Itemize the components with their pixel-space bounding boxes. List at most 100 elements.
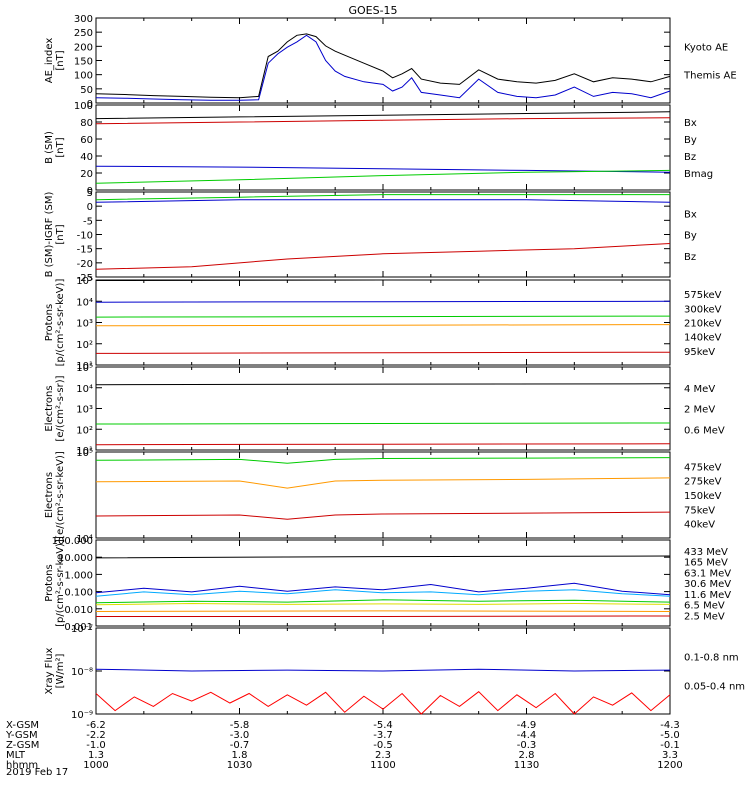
x-axis-value: 1000 [83, 760, 108, 771]
x-axis-value: -4.9 [517, 720, 537, 731]
y-tick-label: 300 [74, 14, 93, 25]
y-axis-label: [W/m²] [55, 653, 66, 688]
y-tick-label: 10⁵ [76, 448, 93, 459]
x-axis-value: -2.2 [86, 730, 106, 741]
series-line-bz [95, 243, 671, 270]
x-axis-value: 1.8 [232, 750, 248, 761]
x-axis-value: -5.0 [660, 730, 680, 741]
y-axis-label: [e/(cm²-s-sr-keV)] [55, 451, 66, 539]
series-line-6-5-mev [95, 582, 671, 596]
legend-entry: 6.5 MeV [684, 601, 725, 612]
y-axis-label: Xray Flux [44, 647, 55, 694]
y-tick-label: 100.000 [52, 536, 93, 547]
y-axis-label: Electrons [44, 385, 55, 431]
legend-entry: 2.5 MeV [684, 611, 725, 622]
y-tick-label: 10² [76, 425, 93, 436]
series-line-210kev [95, 315, 671, 318]
y-axis-label: [nT] [55, 224, 66, 244]
x-axis-value: 1130 [514, 760, 539, 771]
series-line-4-mev [95, 443, 671, 446]
y-tick-label: 10³ [76, 405, 93, 416]
legend-entry: Themis AE [683, 71, 737, 82]
y-axis-label: Electrons [44, 472, 55, 518]
legend-entry: 210keV [684, 319, 722, 330]
panel-frame [95, 366, 671, 451]
y-tick-label: 60 [80, 135, 93, 146]
x-axis-value: -0.7 [230, 740, 250, 751]
y-axis-label: B (SM) [44, 131, 55, 164]
y-tick-label: 200 [74, 42, 93, 53]
legend-entry: 40keV [684, 520, 715, 531]
y-tick-label: 10³ [76, 319, 93, 330]
legend-entry: 0.6 MeV [684, 425, 725, 436]
date-label: 2019 Feb 17 [6, 767, 68, 778]
y-tick-label: 20 [80, 169, 93, 180]
y-tick-label: 250 [74, 28, 93, 39]
legend-entry: Bz [684, 252, 696, 263]
legend-entry: 95keV [684, 347, 715, 358]
panel-frame [95, 539, 671, 627]
series-line-bx [95, 199, 671, 203]
y-tick-label: 0 [87, 202, 93, 213]
panel-6: 0.001 0.010 0.100 1.000 10.000 100.000 Protons… [44, 536, 731, 633]
series-line-2-5-mev [95, 555, 671, 559]
y-tick-label: 40 [80, 152, 93, 163]
x-axis-value: -4.4 [517, 730, 537, 741]
y-tick-label: 5 [87, 188, 93, 199]
series-line-bmag [95, 111, 671, 120]
x-axis-value: -6.2 [86, 720, 106, 731]
y-tick-label: 100 [74, 101, 93, 112]
y-tick-label: 10⁻⁹ [71, 710, 93, 721]
panel-frame [95, 451, 671, 539]
x-axis-value: -0.5 [373, 740, 393, 751]
series-line-2-mev [95, 422, 671, 425]
y-axis-label: B (SM)-IGRF (SM) [44, 192, 55, 278]
legend-entry: Bx [684, 209, 697, 220]
y-tick-label: 0.100 [64, 588, 93, 599]
legend-entry: 75keV [684, 505, 715, 516]
y-tick-label: -20 [77, 259, 93, 270]
legend-entry: By [684, 135, 697, 146]
y-tick-label: 80 [80, 118, 93, 129]
series-line-kyoto-ae [95, 34, 671, 101]
series-line-0-6-mev [95, 383, 671, 386]
legend-entry: 165 MeV [684, 558, 728, 569]
y-tick-label: -25 [77, 273, 93, 284]
series-line-150kev [95, 457, 671, 464]
y-tick-label: 0 [87, 99, 93, 110]
y-tick-label: 0.001 [64, 622, 93, 633]
legend-entry: Bmag [684, 169, 713, 180]
legend-entry: 575keV [684, 290, 722, 301]
legend-entry: 475keV [684, 462, 722, 473]
x-axis-row-label: hhmm [6, 760, 38, 771]
series-line-bx [95, 165, 671, 173]
panel-frame [95, 191, 671, 278]
y-tick-label: -15 [77, 245, 93, 256]
y-tick-label: 10² [76, 340, 93, 351]
series-line-11-6-mev [95, 589, 671, 597]
y-tick-label: 150 [74, 57, 93, 68]
series-line-63-1-mev [95, 602, 671, 606]
y-axis-label: Protons [44, 304, 55, 341]
y-tick-label: 100 [74, 71, 93, 82]
legend-entry: 150keV [684, 491, 722, 502]
y-tick-label: 10⁴ [76, 534, 93, 545]
x-axis-value: 1100 [370, 760, 395, 771]
legend-entry: 300keV [684, 304, 722, 315]
series-line-bz [95, 117, 671, 125]
x-axis-value: -0.3 [517, 740, 537, 751]
y-tick-label: -5 [83, 216, 93, 227]
legend-entry: Kyoto AE [684, 42, 728, 53]
y-axis-label: [nT] [55, 137, 66, 157]
series-line-0-1-0-8-nm [95, 691, 671, 715]
y-tick-label: 10⁴ [76, 297, 93, 308]
y-axis-label: [p/(cm²-s-sr-keV)] [55, 279, 66, 367]
y-tick-label: 0.010 [64, 605, 93, 616]
x-axis-value: 3.3 [662, 750, 678, 761]
x-axis-row-label: Z-GSM [6, 740, 39, 751]
y-axis-label: Protons [44, 564, 55, 601]
x-axis-value: -5.4 [373, 720, 393, 731]
panel-7: 10⁻⁹ 10⁻⁸ 10⁻⁷ Xray Flux [W/m²] 0.1-0.8 nm 0.0… [44, 624, 745, 721]
x-axis-value: 1030 [227, 760, 252, 771]
